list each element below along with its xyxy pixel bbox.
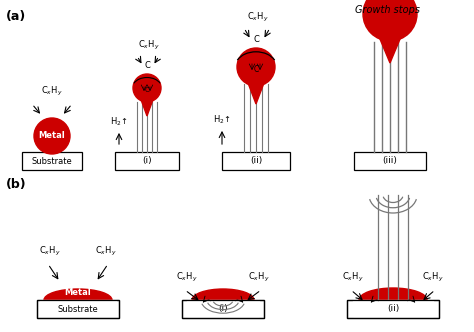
Text: C$_x$H$_y$: C$_x$H$_y$ — [248, 271, 270, 284]
Ellipse shape — [192, 289, 254, 311]
FancyBboxPatch shape — [22, 152, 82, 170]
FancyBboxPatch shape — [115, 152, 179, 170]
Text: (ii): (ii) — [387, 304, 399, 313]
Text: Substrate: Substrate — [32, 156, 73, 165]
Text: C$_x$H$_y$: C$_x$H$_y$ — [41, 85, 63, 98]
Ellipse shape — [44, 289, 112, 311]
Text: C$_x$H$_y$: C$_x$H$_y$ — [39, 245, 61, 258]
FancyBboxPatch shape — [354, 152, 426, 170]
Bar — [40, 300, 116, 315]
Text: Growth stops: Growth stops — [355, 5, 420, 15]
Text: Substrate: Substrate — [58, 304, 99, 313]
Text: Substrate: Substrate — [58, 304, 99, 313]
Bar — [353, 300, 433, 316]
Text: (ii): (ii) — [250, 156, 262, 165]
Text: Metal: Metal — [38, 131, 65, 140]
Text: C: C — [145, 87, 149, 93]
Text: C: C — [253, 35, 259, 44]
Circle shape — [34, 118, 70, 154]
Text: (a): (a) — [6, 10, 26, 23]
Polygon shape — [246, 76, 266, 104]
Circle shape — [363, 0, 417, 41]
FancyBboxPatch shape — [182, 300, 264, 318]
Text: C$_x$H$_y$: C$_x$H$_y$ — [176, 271, 198, 284]
Text: (i): (i) — [142, 156, 152, 165]
Text: C: C — [254, 64, 259, 73]
Text: (i): (i) — [218, 304, 228, 313]
Text: H$_2$↑: H$_2$↑ — [110, 116, 128, 128]
Text: C$_x$H$_y$: C$_x$H$_y$ — [247, 11, 269, 24]
Polygon shape — [139, 95, 155, 116]
Ellipse shape — [359, 288, 427, 312]
Text: C$_x$H$_y$: C$_x$H$_y$ — [342, 271, 364, 284]
FancyBboxPatch shape — [222, 152, 290, 170]
Text: C$_x$H$_y$: C$_x$H$_y$ — [95, 245, 117, 258]
Text: C$_x$H$_y$: C$_x$H$_y$ — [138, 39, 160, 52]
FancyBboxPatch shape — [37, 300, 119, 318]
Text: Metal: Metal — [64, 288, 91, 297]
Circle shape — [133, 74, 161, 102]
FancyBboxPatch shape — [347, 300, 439, 318]
Text: H$_2$↑: H$_2$↑ — [213, 114, 231, 126]
Bar — [187, 300, 259, 316]
Polygon shape — [375, 28, 405, 63]
Text: (ii): (ii) — [387, 304, 399, 313]
Text: (iii): (iii) — [383, 156, 397, 165]
Text: C$_x$H$_y$: C$_x$H$_y$ — [422, 271, 444, 284]
Text: (i): (i) — [218, 304, 228, 313]
Text: C: C — [144, 61, 150, 70]
Circle shape — [237, 48, 275, 86]
Text: (b): (b) — [6, 178, 27, 191]
